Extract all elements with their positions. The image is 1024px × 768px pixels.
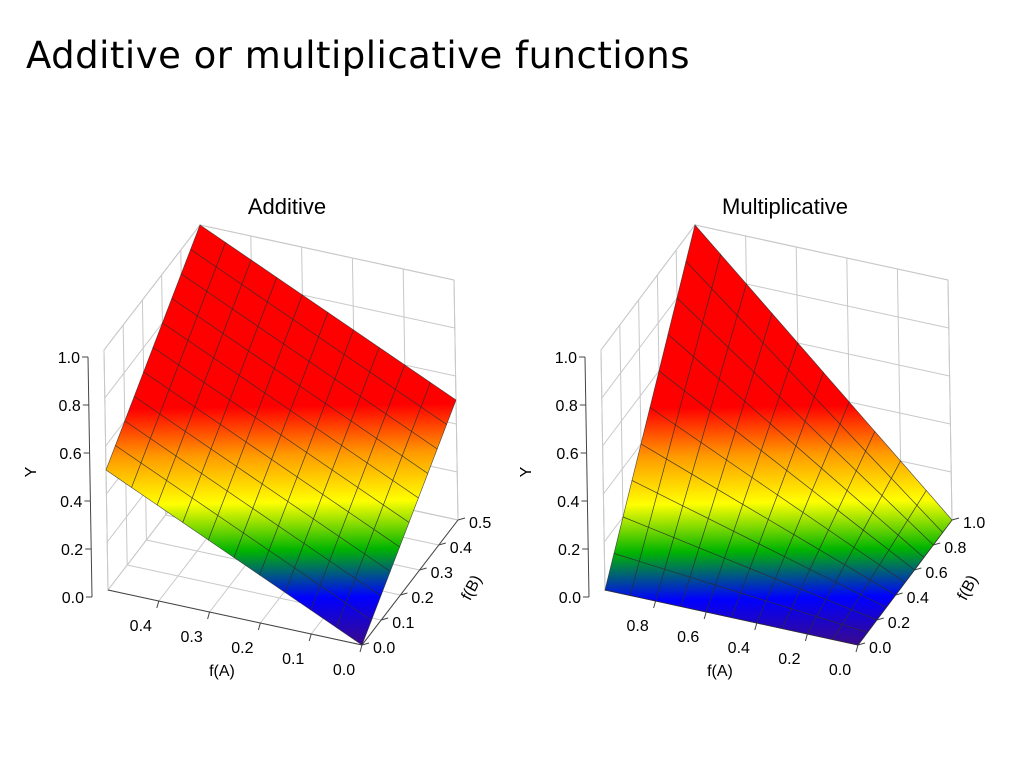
y-wall-gridline: [600, 349, 606, 591]
y-tick: [361, 642, 370, 646]
surface: [604, 224, 953, 646]
x-tick-label: 0.2: [231, 640, 253, 657]
y-tick-label: 0.2: [888, 615, 910, 632]
x-tick-label: 0.0: [829, 662, 851, 679]
y-tick: [438, 542, 446, 546]
chart-title-additive: Additive: [248, 194, 326, 219]
x-tick-label: 0.4: [130, 618, 152, 635]
x-tick-label: 0.0: [333, 662, 355, 679]
y-tick-label: 0.1: [392, 615, 414, 632]
y-tick: [914, 567, 922, 571]
z-tick-label: 0.2: [61, 542, 83, 559]
y-tick: [857, 642, 866, 646]
z-tick-label: 0.6: [59, 446, 81, 463]
x-tick-label: 0.4: [728, 640, 750, 657]
x-tick-label: 0.2: [778, 651, 800, 668]
y-axis-line: [361, 519, 459, 646]
x-tick: [308, 633, 312, 642]
x-axis-label: f(A): [707, 663, 733, 680]
y-tick-label: 0.0: [869, 640, 891, 657]
surface: [105, 224, 457, 646]
x-tick: [207, 611, 211, 620]
y-tick-label: 0.5: [469, 515, 491, 532]
z-axis-line: [584, 356, 590, 598]
x-axis-line: [107, 589, 363, 646]
x-tick: [703, 611, 707, 620]
z-tick-label: 0.4: [60, 494, 82, 511]
y-tick: [876, 617, 884, 621]
y-tick-label: 0.8: [944, 540, 966, 557]
x-tick: [257, 622, 261, 631]
z-tick-label: 0.0: [62, 590, 84, 607]
x-tick: [359, 644, 363, 653]
z-axis-line: [87, 356, 93, 598]
x-tick: [156, 600, 160, 609]
y-tick: [951, 517, 960, 521]
y-axis-label: f(B): [458, 573, 485, 604]
y-tick-label: 0.2: [411, 590, 433, 607]
x-tick: [653, 600, 657, 609]
multiplicative-chart: Multiplicative 0.00.20.40.60.80.00.20.40…: [518, 194, 985, 680]
z-axis-label: Y: [23, 466, 40, 477]
y-tick: [381, 617, 389, 621]
x-tick-label: 0.1: [282, 651, 304, 668]
y-tick: [457, 517, 466, 521]
x-tick-label: 0.6: [677, 629, 699, 646]
x-tick-label: 0.3: [180, 629, 202, 646]
y-tick-label: 0.3: [431, 565, 453, 582]
y-tick: [419, 567, 427, 571]
x-axis-label: f(A): [209, 663, 235, 680]
x-tick: [804, 633, 808, 642]
y-tick: [400, 592, 408, 596]
tick-labels: 0.0 0.2 0.4 0.6 0.8 0.0 0.2 0.4 0.6 0.8 1.0 0.0 0.2 0…: [555, 350, 986, 679]
z-tick-label: 0.2: [558, 542, 580, 559]
additive-chart: Additive 0.00.10.20.30.40.00.10.20.30.40…: [23, 194, 491, 680]
slide-title: Additive or multiplicative functions: [26, 34, 690, 77]
y-tick-label: 0.4: [450, 540, 472, 557]
x-tick-label: 0.8: [626, 618, 648, 635]
x-tick: [754, 622, 758, 631]
surface-cell: [832, 624, 868, 646]
x-wall-gridline: [947, 279, 953, 521]
y-tick: [933, 542, 941, 546]
surface-cell: [335, 602, 372, 646]
chart-title-multiplicative: Multiplicative: [722, 194, 848, 219]
z-tick-label: 1.0: [555, 350, 577, 367]
y-tick: [895, 592, 903, 596]
y-tick-label: 1.0: [963, 515, 985, 532]
z-tick-label: 0.4: [557, 494, 579, 511]
z-axis-label: Y: [518, 466, 535, 477]
z-tick-label: 0.0: [559, 590, 581, 607]
z-tick-label: 0.8: [59, 398, 81, 415]
z-tick-label: 0.8: [556, 398, 578, 415]
z-tick-label: 1.0: [58, 350, 80, 367]
tick-labels: 0.0 0.1 0.2 0.3 0.4 0.0 0.1 0.2 0.3 0.4 0.5 0.0 0.2 0…: [58, 350, 492, 679]
x-tick: [855, 644, 859, 653]
axes: [87, 356, 459, 646]
y-tick-label: 0.0: [373, 640, 395, 657]
y-axis-label: f(B): [954, 573, 981, 604]
z-tick-label: 0.6: [556, 446, 578, 463]
y-tick-label: 0.6: [925, 565, 947, 582]
y-tick-label: 0.4: [907, 590, 929, 607]
